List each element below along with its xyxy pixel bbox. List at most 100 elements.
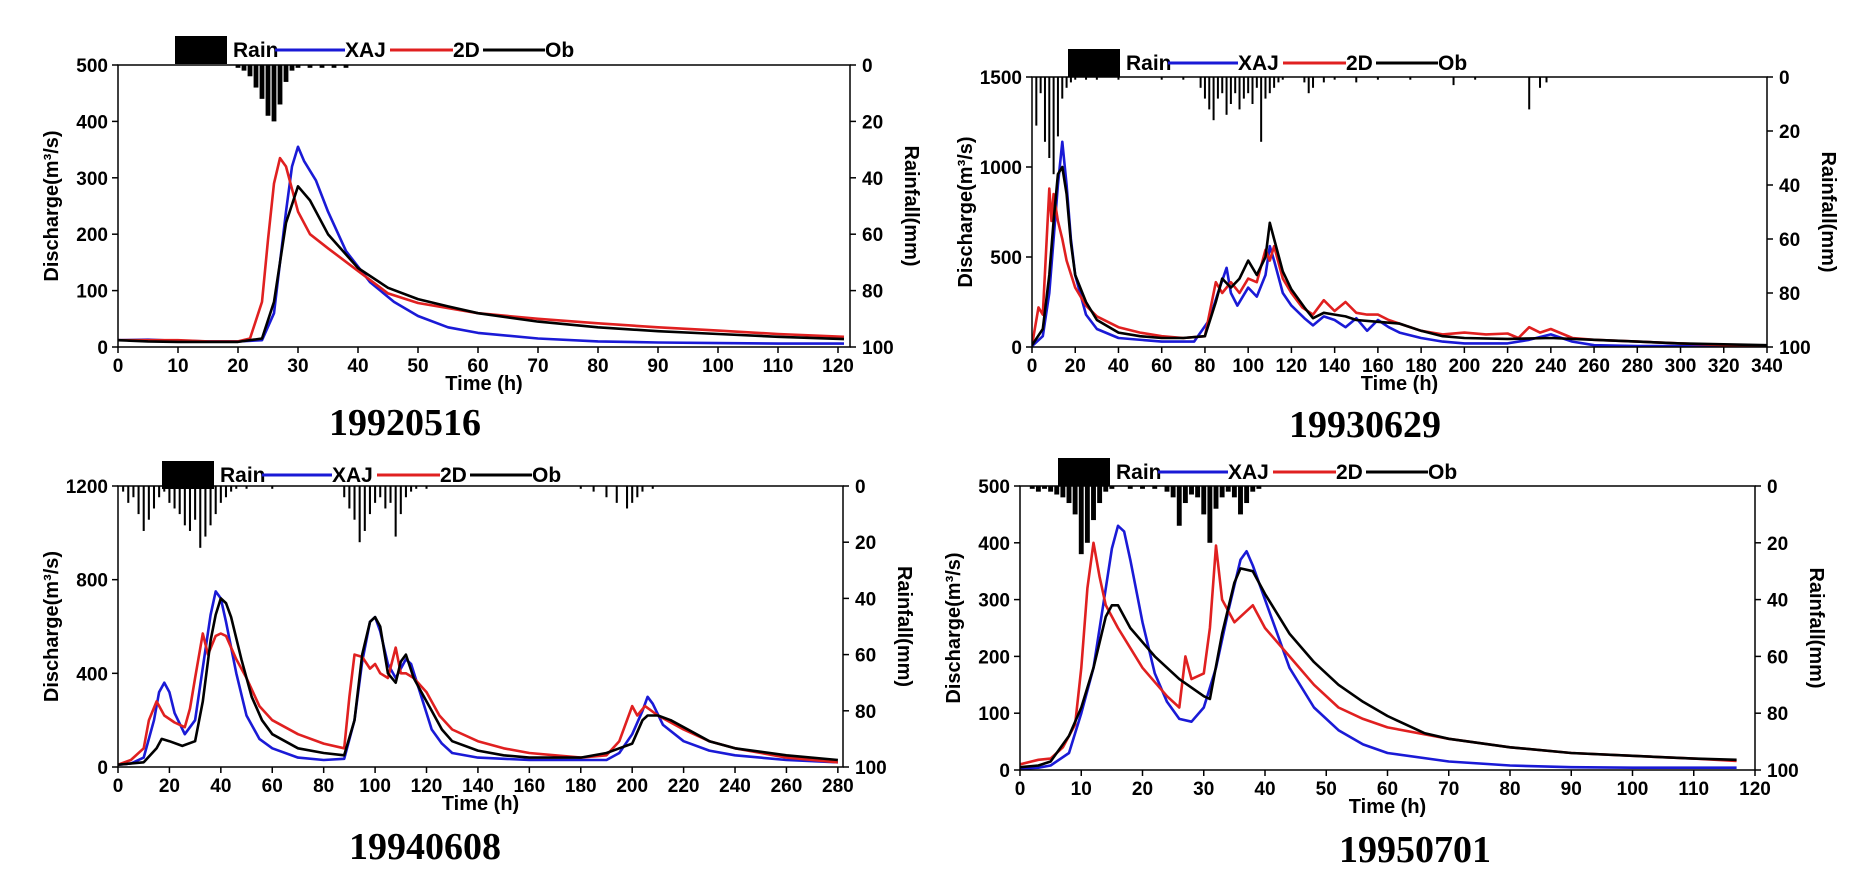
- x-tick-label: 120: [1276, 356, 1308, 377]
- legend-ob-label: Ob: [1428, 461, 1457, 484]
- rain-bar: [214, 486, 217, 515]
- rain-bar: [188, 486, 192, 531]
- x-tick-label: 10: [167, 356, 188, 377]
- y2-tick-label: 20: [1767, 534, 1788, 555]
- y2-axis-label: Rainfall(mm): [893, 566, 915, 687]
- rain-bar: [1072, 486, 1078, 515]
- y2-tick-label: 0: [855, 477, 866, 498]
- x-tick-label: 80: [587, 356, 608, 377]
- y-axis-label: Discharge(m³/s): [955, 136, 977, 287]
- rain-bar: [343, 65, 349, 68]
- x-tick-label: 120: [822, 356, 854, 377]
- rain-bar: [636, 486, 639, 498]
- y2-tick-label: 80: [862, 282, 883, 303]
- x-axis-label: Time (h): [442, 793, 519, 815]
- rain-bar: [142, 486, 145, 531]
- rain-bar: [235, 486, 238, 489]
- rain-bar: [384, 486, 387, 509]
- legend-rain-label: Rain: [1126, 52, 1172, 75]
- x-tick-label: 100: [1617, 779, 1649, 800]
- y-tick-label: 300: [978, 591, 1010, 612]
- y2-axis-label: Rainfall(mm): [1817, 151, 1839, 272]
- x-tick-label: 60: [1377, 779, 1398, 800]
- rain-bar: [209, 486, 212, 526]
- y-tick-label: 500: [978, 477, 1010, 498]
- y2-tick-label: 100: [862, 338, 894, 359]
- rain-bar: [178, 486, 181, 515]
- y-tick-label: 100: [978, 704, 1010, 725]
- x-tick-label: 140: [1319, 356, 1351, 377]
- series-line-ob: [118, 185, 845, 344]
- rain-bar: [199, 486, 202, 548]
- x-tick-label: 40: [347, 356, 368, 377]
- rain-bar: [1052, 77, 1055, 175]
- rain-bar: [425, 486, 428, 489]
- rain-bar: [152, 486, 156, 509]
- rain-bar: [1247, 77, 1250, 94]
- legend-rain-label: Rain: [233, 39, 279, 62]
- chart-caption: 19940608: [349, 826, 501, 868]
- legend-2d-label: 2D: [453, 39, 480, 62]
- rain-bar: [253, 65, 259, 88]
- x-tick-label: 220: [668, 776, 700, 797]
- rain-bar: [1303, 77, 1306, 83]
- rain-bar: [1164, 486, 1170, 492]
- legend-rain-label: Rain: [220, 464, 266, 487]
- series-line-ob: [118, 597, 839, 766]
- rain-bar: [1213, 486, 1219, 509]
- rain-bar: [147, 486, 150, 520]
- rain-bar: [230, 486, 233, 492]
- rain-bar: [1322, 77, 1325, 83]
- rain-bar: [1219, 486, 1225, 498]
- x-tick-label: 20: [1132, 779, 1153, 800]
- rain-bar: [1250, 486, 1256, 492]
- x-tick-label: 260: [1578, 356, 1610, 377]
- x-tick-label: 240: [1535, 356, 1567, 377]
- x-tick-label: 100: [702, 356, 734, 377]
- y-tick-label: 200: [978, 647, 1010, 668]
- y2-tick-label: 40: [1779, 176, 1800, 197]
- x-tick-label: 110: [1678, 779, 1709, 800]
- y-axis-label: Discharge(m³/s): [41, 551, 63, 702]
- chart-caption: 19930629: [1289, 404, 1441, 446]
- x-tick-label: 20: [1065, 356, 1086, 377]
- rain-bar: [1039, 77, 1042, 94]
- y2-tick-label: 20: [862, 112, 883, 133]
- y2-tick-label: 60: [855, 646, 876, 667]
- rain-bar: [1255, 77, 1258, 88]
- y-tick-label: 500: [76, 56, 108, 77]
- rain-bar: [358, 486, 361, 543]
- rain-bar: [183, 486, 186, 526]
- x-tick-label: 200: [616, 776, 648, 797]
- rain-bar: [1238, 77, 1241, 110]
- x-tick-label: 40: [1254, 779, 1275, 800]
- rain-bar: [1207, 486, 1213, 543]
- rain-bar: [1256, 486, 1262, 489]
- x-tick-label: 0: [1015, 779, 1026, 800]
- rain-bar: [1199, 77, 1202, 88]
- x-tick-label: 50: [407, 356, 428, 377]
- x-tick-label: 240: [719, 776, 751, 797]
- rain-bar: [1103, 486, 1109, 492]
- rain-bar: [1065, 77, 1068, 88]
- rain-bar: [132, 486, 135, 498]
- rain-bar: [1152, 486, 1158, 489]
- plot-frame: [117, 485, 844, 768]
- rain-bar: [319, 65, 325, 68]
- x-tick-label: 220: [1492, 356, 1524, 377]
- x-tick-label: 180: [565, 776, 597, 797]
- x-tick-label: 60: [262, 776, 283, 797]
- x-tick-label: 280: [822, 776, 854, 797]
- rain-bar: [283, 65, 289, 82]
- rain-bar: [247, 65, 253, 77]
- rain-bar: [1229, 77, 1232, 104]
- rain-bar: [122, 486, 125, 492]
- y-tick-label: 1500: [980, 68, 1022, 89]
- rain-bar: [307, 65, 313, 68]
- y-tick-label: 0: [999, 761, 1010, 782]
- rain-bar: [379, 486, 382, 498]
- rain-bar: [631, 486, 634, 503]
- y2-tick-label: 0: [862, 56, 873, 77]
- x-tick-label: 90: [647, 356, 668, 377]
- rain-bar: [1054, 486, 1060, 495]
